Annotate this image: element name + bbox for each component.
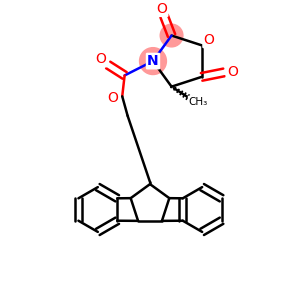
Text: O: O — [156, 2, 167, 16]
Text: O: O — [227, 65, 238, 80]
Text: O: O — [95, 52, 106, 66]
Text: CH₃: CH₃ — [189, 97, 208, 106]
Circle shape — [160, 24, 183, 47]
Text: O: O — [204, 33, 214, 47]
Text: N: N — [147, 54, 159, 68]
Text: O: O — [107, 91, 118, 105]
Circle shape — [140, 48, 166, 74]
